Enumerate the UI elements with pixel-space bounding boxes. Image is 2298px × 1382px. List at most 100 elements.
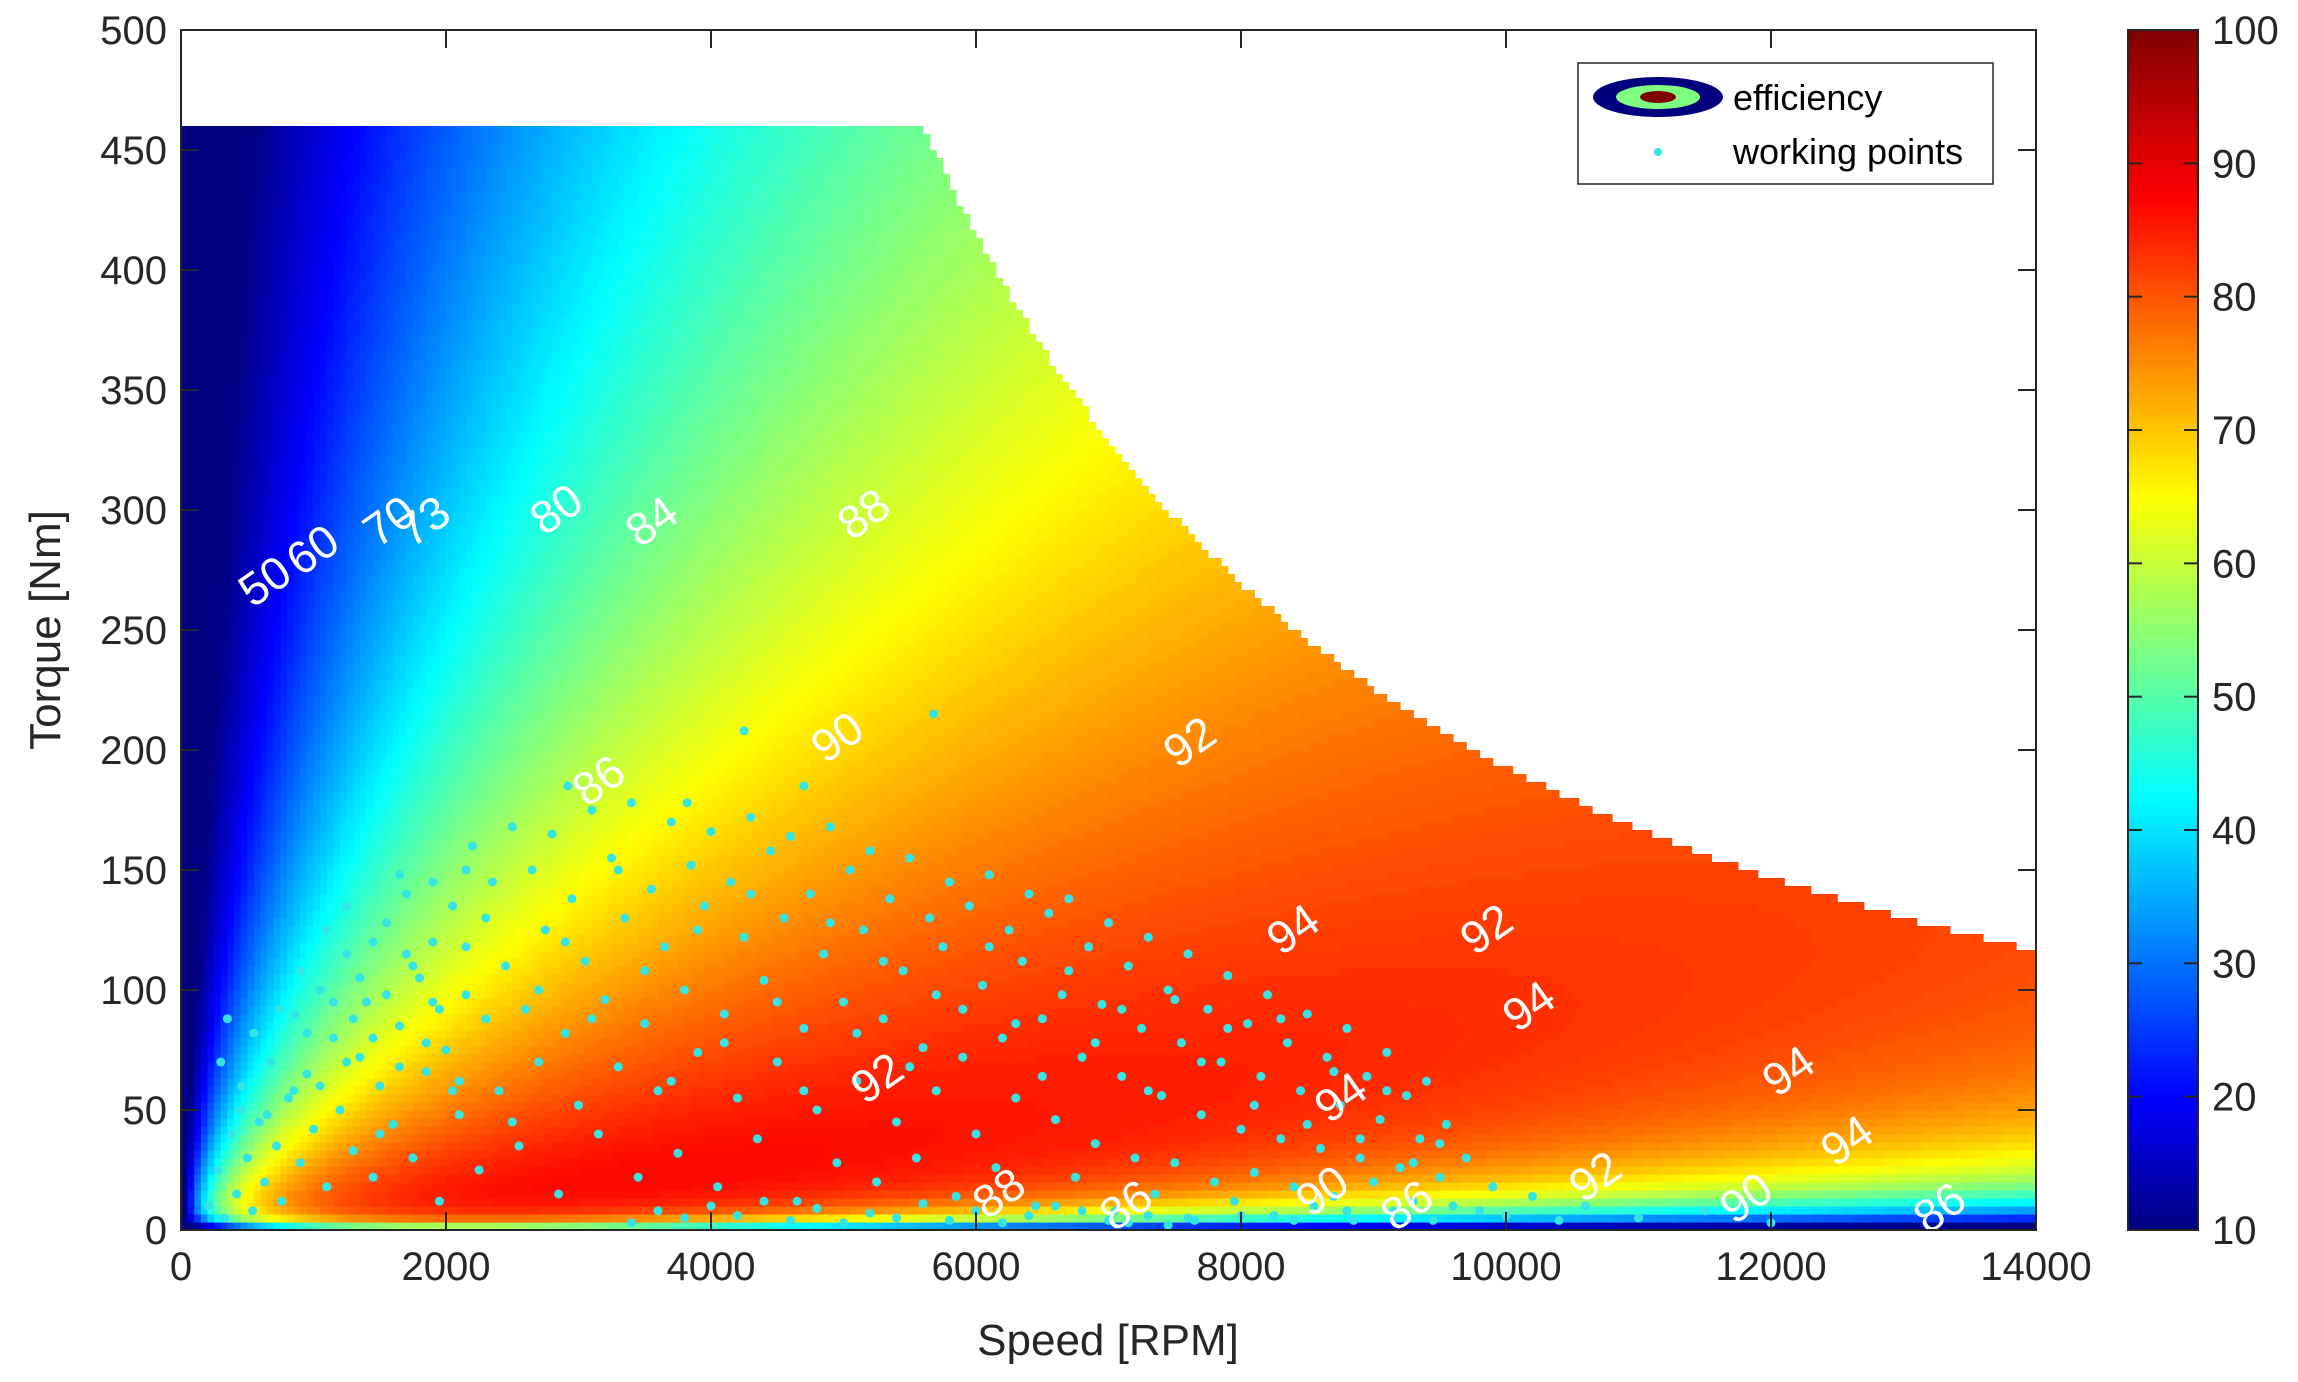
- contour-cell: [201, 158, 208, 167]
- contour-cell: [194, 1062, 201, 1071]
- contour-cell: [201, 822, 208, 831]
- contour-cell: [227, 710, 234, 719]
- contour-cell: [227, 166, 234, 175]
- contour-cell: [214, 790, 221, 799]
- contour-cell: [221, 1094, 228, 1103]
- contour-cell: [188, 910, 195, 919]
- contour-cell: [194, 526, 201, 535]
- contour-cell: [214, 454, 221, 463]
- contour-cell: [208, 950, 215, 959]
- contour-cell: [201, 790, 208, 799]
- contour-cell: [221, 374, 228, 383]
- contour-cell: [188, 694, 195, 703]
- contour-cell: [181, 1046, 188, 1055]
- contour-cell: [208, 758, 215, 767]
- contour-cell: [214, 174, 221, 183]
- contour-cell: [227, 246, 234, 255]
- contour-cell: [214, 1134, 221, 1143]
- contour-cell: [214, 1086, 221, 1095]
- contour-cell: [208, 142, 215, 151]
- contour-cell: [181, 534, 188, 543]
- contour-cell: [214, 1070, 221, 1079]
- contour-cell: [181, 886, 188, 895]
- contour-cell: [208, 526, 215, 535]
- contour-cell: [201, 534, 208, 543]
- contour-cell: [221, 998, 228, 1007]
- contour-cell: [181, 158, 188, 167]
- contour-cell: [181, 326, 188, 335]
- contour-cell: [194, 222, 201, 231]
- contour-cell: [201, 662, 208, 671]
- contour-cell: [188, 806, 195, 815]
- contour-cell: [221, 774, 228, 783]
- contour-cell: [208, 190, 215, 199]
- contour-cell: [201, 526, 208, 535]
- contour-cell: [201, 1086, 208, 1095]
- contour-cell: [181, 926, 188, 935]
- contour-cell: [227, 814, 234, 823]
- contour-cell: [208, 518, 215, 527]
- contour-cell: [181, 670, 188, 679]
- contour-cell: [214, 710, 221, 719]
- contour-cell: [208, 734, 215, 743]
- contour-cell: [221, 1198, 228, 1207]
- contour-cell: [201, 758, 208, 767]
- contour-cell: [201, 774, 208, 783]
- contour-cell: [208, 302, 215, 311]
- contour-cell: [181, 198, 188, 207]
- contour-cell: [221, 1190, 228, 1199]
- contour-cell: [181, 246, 188, 255]
- contour-cell: [227, 1206, 234, 1215]
- contour-cell: [221, 790, 228, 799]
- contour-cell: [181, 126, 188, 135]
- contour-cell: [181, 334, 188, 343]
- contour-cell: [194, 814, 201, 823]
- contour-cell: [208, 694, 215, 703]
- contour-cell: [221, 550, 228, 559]
- contour-cell: [188, 582, 195, 591]
- contour-cell: [214, 222, 221, 231]
- contour-cell: [227, 766, 234, 775]
- contour-cell: [188, 1030, 195, 1039]
- contour-cell: [214, 126, 221, 135]
- contour-cell: [181, 510, 188, 519]
- contour-cell: [194, 302, 201, 311]
- contour-cell: [227, 1070, 234, 1079]
- contour-cell: [181, 878, 188, 887]
- contour-cell: [194, 638, 201, 647]
- contour-cell: [221, 462, 228, 471]
- contour-cell: [221, 222, 228, 231]
- contour-cell: [208, 934, 215, 943]
- contour-cell: [221, 854, 228, 863]
- contour-cell: [194, 1214, 201, 1223]
- contour-cell: [188, 390, 195, 399]
- contour-cell: [208, 1062, 215, 1071]
- contour-cell: [208, 150, 215, 159]
- contour-cell: [221, 686, 228, 695]
- contour-cell: [194, 582, 201, 591]
- contour-cell: [234, 1206, 241, 1215]
- contour-cell: [201, 782, 208, 791]
- contour-cell: [227, 390, 234, 399]
- contour-cell: [227, 294, 234, 303]
- contour-cell: [201, 958, 208, 967]
- contour-cell: [227, 686, 234, 695]
- contour-cell: [194, 1046, 201, 1055]
- contour-cell: [221, 1142, 228, 1151]
- contour-cell: [188, 798, 195, 807]
- contour-cell: [181, 846, 188, 855]
- contour-cell: [214, 1030, 221, 1039]
- contour-cell: [214, 830, 221, 839]
- contour-cell: [214, 566, 221, 575]
- contour-cell: [221, 334, 228, 343]
- contour-cell: [221, 414, 228, 423]
- contour-cell: [221, 190, 228, 199]
- contour-cell: [208, 198, 215, 207]
- contour-cell: [194, 694, 201, 703]
- contour-cell: [208, 1126, 215, 1135]
- contour-cell: [181, 174, 188, 183]
- contour-cell: [201, 854, 208, 863]
- contour-cell: [201, 1078, 208, 1087]
- contour-cell: [221, 526, 228, 535]
- contour-cell: [194, 1150, 201, 1159]
